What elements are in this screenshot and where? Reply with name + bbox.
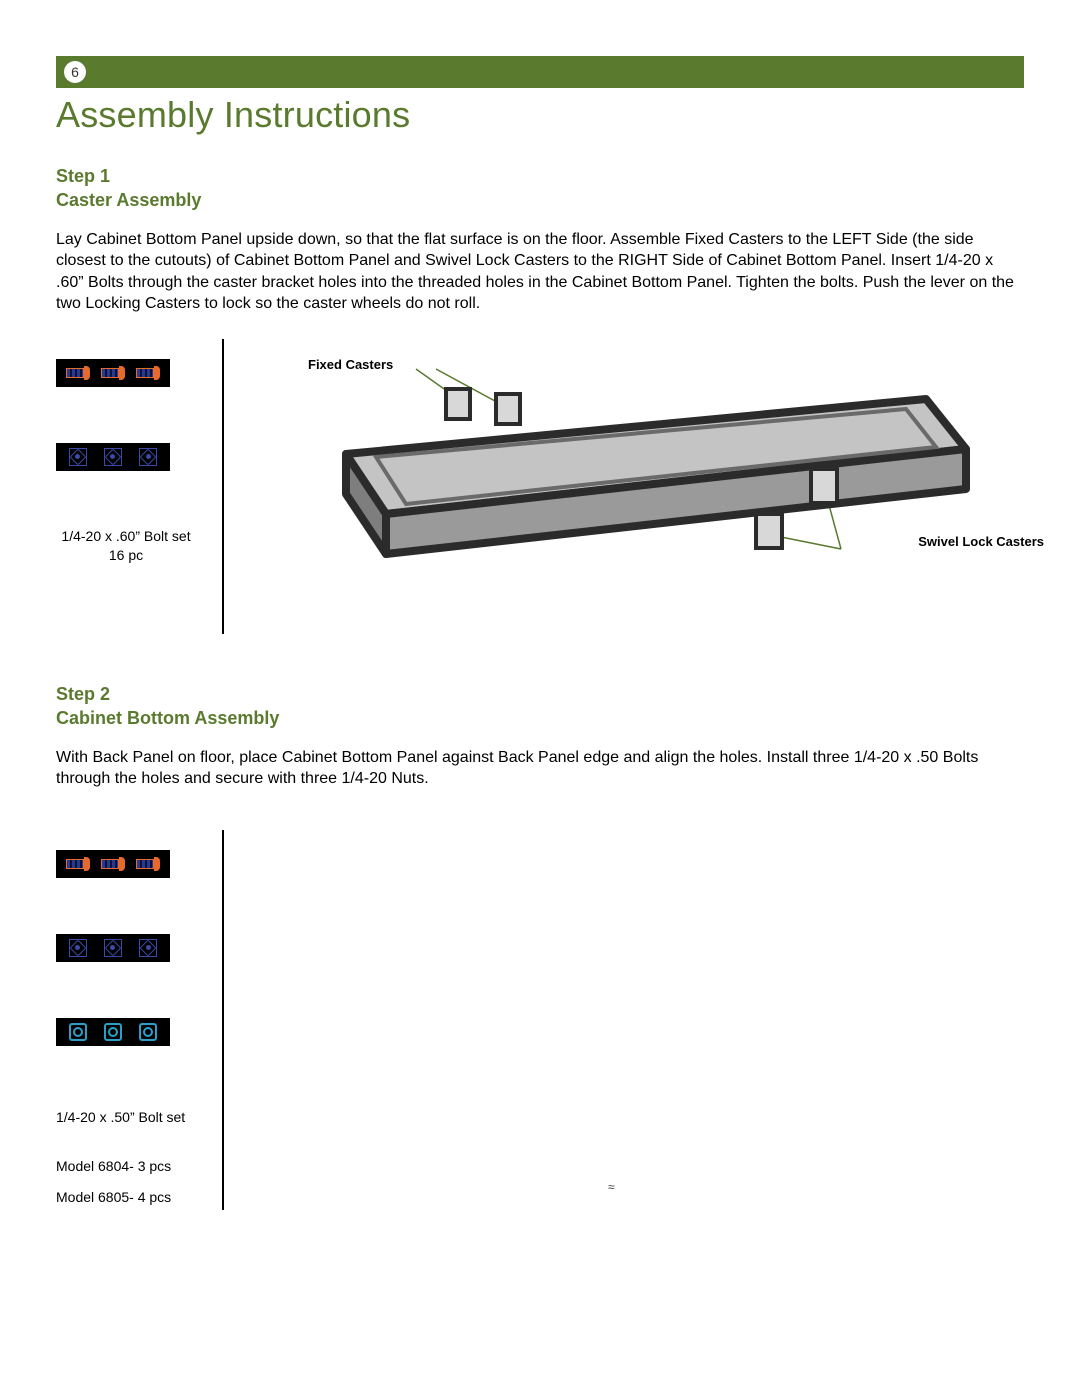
washer-icon <box>139 1023 157 1041</box>
bolt-strip-icon <box>56 850 170 878</box>
bolt-icon <box>101 857 125 871</box>
panel-diagram-icon <box>248 339 1024 629</box>
nut-icon <box>139 939 157 957</box>
main-title: Assembly Instructions <box>56 94 1024 136</box>
step1-figure: Fixed Casters Swivel Lock Casters <box>248 339 1024 634</box>
page-number: 6 <box>71 64 79 80</box>
step2-heading: Step 2 Cabinet Bottom Assembly <box>56 682 1024 731</box>
step2-heading-line2: Cabinet Bottom Assembly <box>56 706 1024 730</box>
vertical-divider <box>222 830 224 1210</box>
nut-icon <box>104 448 122 466</box>
washer-icon <box>69 1023 87 1041</box>
step2-parts-caption1: 1/4-20 x .50” Bolt set <box>56 1108 196 1127</box>
nut-strip-icon <box>56 443 170 471</box>
step1-heading-line1: Step 1 <box>56 164 1024 188</box>
step2-body: With Back Panel on floor, place Cabinet … <box>56 747 1024 790</box>
bolt-strip-icon <box>56 359 170 387</box>
step1-parts-caption-line2: 16 pc <box>56 546 196 565</box>
nut-icon <box>139 448 157 466</box>
washer-strip-icon <box>56 1018 170 1046</box>
bolt-icon <box>136 366 160 380</box>
nut-icon <box>69 939 87 957</box>
page-root: 6 Assembly Instructions Step 1 Caster As… <box>0 0 1080 1298</box>
step2-parts-caption3: Model 6805- 4 pcs <box>56 1188 196 1207</box>
bolt-icon <box>66 857 90 871</box>
step1-diagram-row: 1/4-20 x .60” Bolt set 16 pc Fixed Caste… <box>56 339 1024 634</box>
nut-icon <box>104 939 122 957</box>
step1-parts-caption-line1: 1/4-20 x .60” Bolt set <box>56 527 196 546</box>
step1-heading: Step 1 Caster Assembly <box>56 164 1024 213</box>
page-number-badge: 6 <box>64 61 86 83</box>
nut-icon <box>69 448 87 466</box>
nut-strip-icon <box>56 934 170 962</box>
step1-parts-caption: 1/4-20 x .60” Bolt set 16 pc <box>56 527 196 565</box>
bolt-icon <box>136 857 160 871</box>
step2-diagram-row: 1/4-20 x .50” Bolt set Model 6804- 3 pcs… <box>56 830 1024 1210</box>
step1-body: Lay Cabinet Bottom Panel upside down, so… <box>56 229 1024 315</box>
bolt-icon <box>66 366 90 380</box>
vertical-divider <box>222 339 224 634</box>
step2-parts-column: 1/4-20 x .50” Bolt set Model 6804- 3 pcs… <box>56 830 206 1207</box>
stray-mark: ≈ <box>608 1180 615 1194</box>
step1-heading-line2: Caster Assembly <box>56 188 1024 212</box>
step2-parts-caption2: Model 6804- 3 pcs <box>56 1157 196 1176</box>
callout-fixed-casters: Fixed Casters <box>308 357 393 372</box>
step2-figure: ≈ <box>248 830 1024 1210</box>
callout-swivel-casters: Swivel Lock Casters <box>918 534 1044 549</box>
bolt-icon <box>101 366 125 380</box>
page-header-bar: 6 <box>56 56 1024 88</box>
step1-parts-column: 1/4-20 x .60” Bolt set 16 pc <box>56 339 206 565</box>
step2-heading-line1: Step 2 <box>56 682 1024 706</box>
washer-icon <box>104 1023 122 1041</box>
